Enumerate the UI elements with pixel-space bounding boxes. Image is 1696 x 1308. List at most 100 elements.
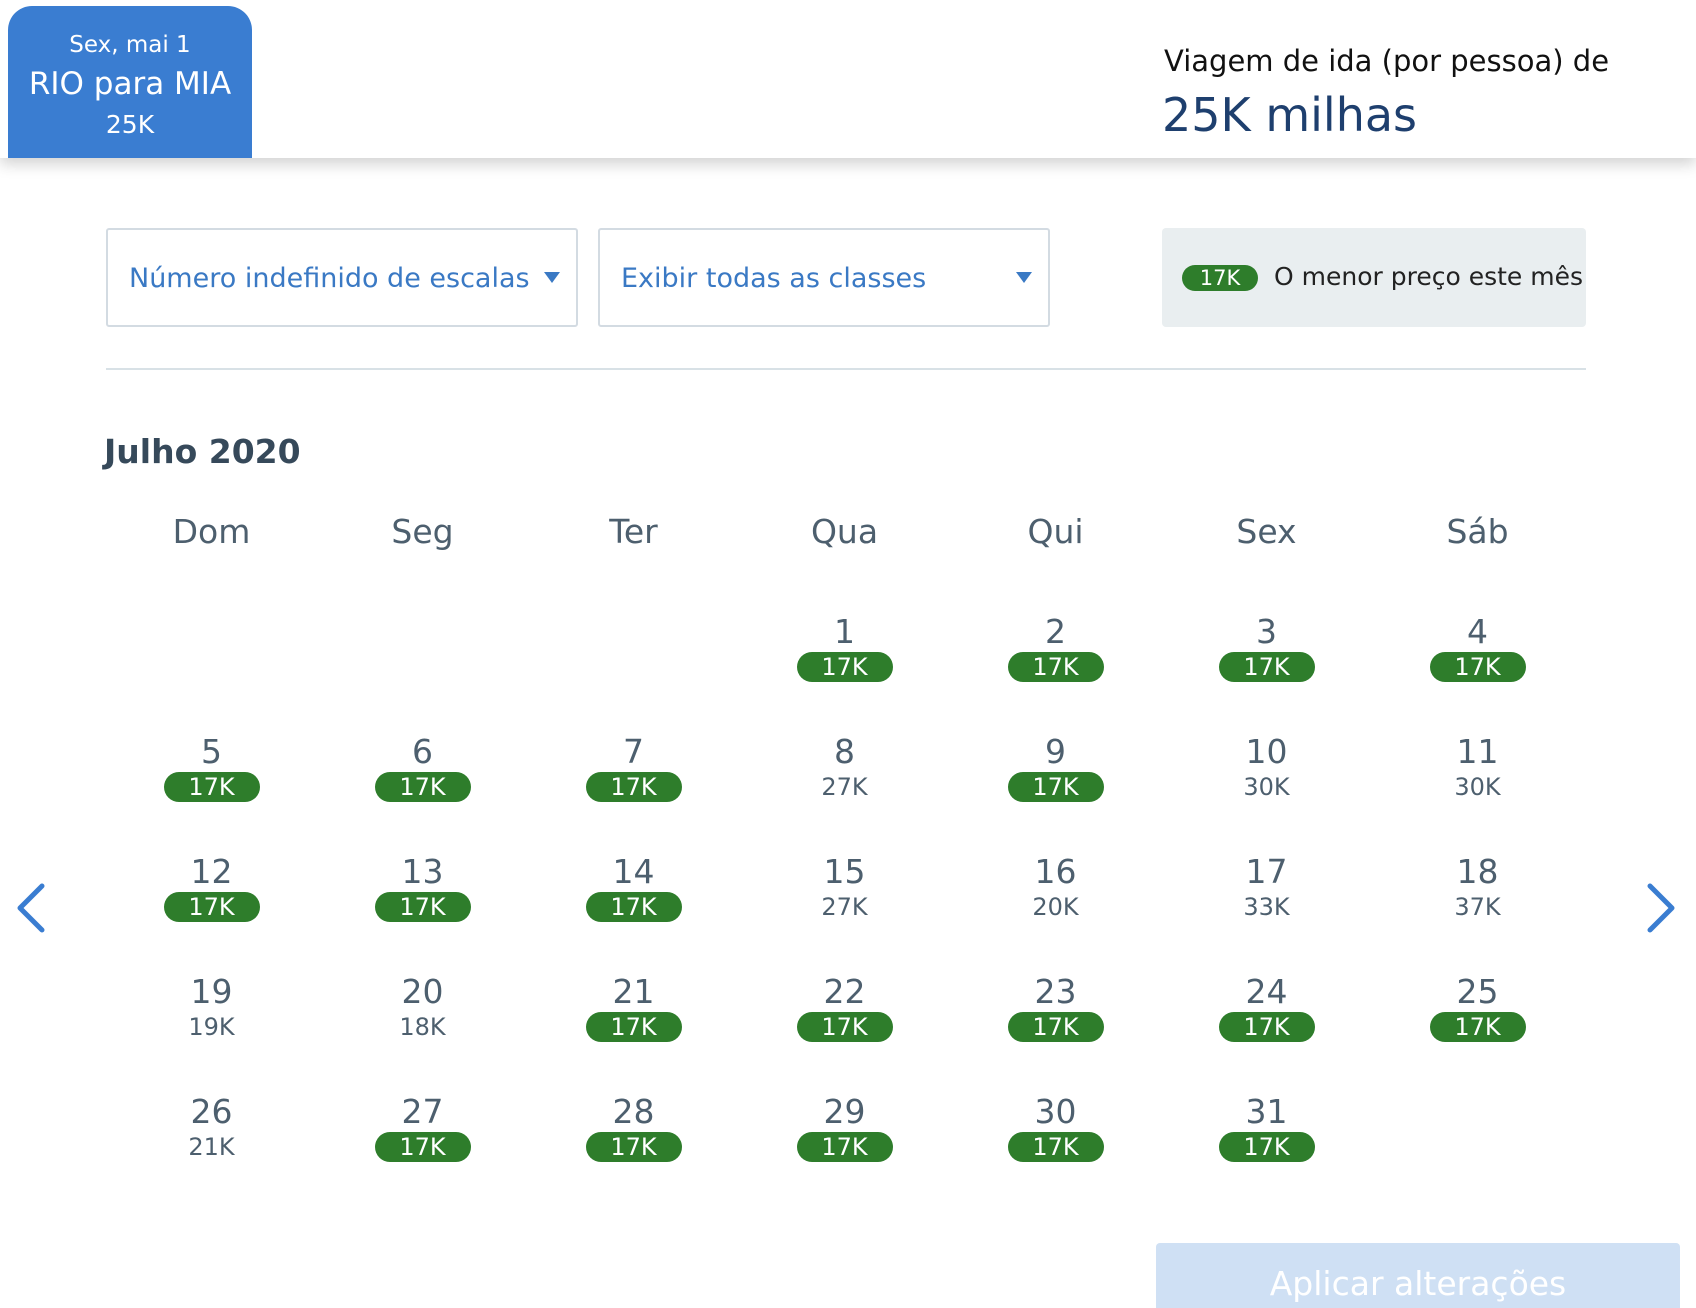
header: Sex, mai 1 RIO para MIA 25K Viagem de id… (0, 0, 1696, 158)
day-number: 18 (1456, 852, 1499, 891)
day-number: 16 (1034, 852, 1077, 891)
day-number: 1 (834, 612, 855, 651)
trip-price: 25K (105, 110, 155, 139)
calendar-day[interactable]: 8 27K (739, 732, 950, 832)
chevron-left-icon (17, 883, 45, 933)
day-number: 20 (401, 972, 444, 1011)
next-month-button[interactable] (1640, 880, 1680, 936)
calendar-day[interactable]: 31 17K (1161, 1092, 1372, 1192)
lowest-price-pill: 17K (1007, 1132, 1104, 1162)
weekday-header: Qui (1027, 512, 1084, 551)
calendar-day[interactable]: 23 17K (950, 972, 1161, 1072)
calendar-day[interactable]: 15 27K (739, 852, 950, 952)
legend-text: O menor preço este mês (1274, 262, 1583, 291)
chevron-down-icon (1016, 272, 1032, 283)
fare-value: 25K milhas (1162, 88, 1417, 142)
calendar-day[interactable]: 12 17K (106, 852, 317, 952)
day-number: 26 (190, 1092, 233, 1131)
stops-dropdown-value: Número indefinido de escalas (129, 263, 530, 294)
calendar-day[interactable]: 20 18K (317, 972, 528, 1072)
day-number: 21 (612, 972, 655, 1011)
calendar-day[interactable]: 1 17K (739, 612, 950, 712)
lowest-price-pill: 17K (1007, 772, 1104, 802)
calendar-day[interactable]: 7 17K (528, 732, 739, 832)
lowest-price-pill: 17K (1007, 652, 1104, 682)
calendar-day[interactable]: 17 33K (1161, 852, 1372, 952)
lowest-price-pill: 17K (1218, 1132, 1315, 1162)
day-number: 19 (190, 972, 233, 1011)
calendar-day[interactable]: 21 17K (528, 972, 739, 1072)
lowest-price-pill: 17K (163, 772, 260, 802)
calendar-day[interactable]: 29 17K (739, 1092, 950, 1192)
calendar-day[interactable]: 18 37K (1372, 852, 1583, 952)
lowest-price-pill: 17K (1218, 1012, 1315, 1042)
day-number: 23 (1034, 972, 1077, 1011)
lowest-price-pill: 17K (1429, 1012, 1526, 1042)
calendar-day[interactable]: 28 17K (528, 1092, 739, 1192)
day-number: 7 (623, 732, 644, 771)
calendar-day[interactable]: 19 19K (106, 972, 317, 1072)
day-price: 37K (1454, 893, 1501, 921)
calendar-day[interactable]: 14 17K (528, 852, 739, 952)
calendar-day[interactable]: 26 21K (106, 1092, 317, 1192)
prev-month-button[interactable] (12, 880, 52, 936)
calendar-day[interactable]: 6 17K (317, 732, 528, 832)
calendar-day[interactable]: 2 17K (950, 612, 1161, 712)
calendar-day[interactable]: 5 17K (106, 732, 317, 832)
day-price: 18K (399, 1013, 446, 1041)
day-number: 31 (1245, 1092, 1288, 1131)
day-number: 22 (823, 972, 866, 1011)
calendar-day[interactable]: 10 30K (1161, 732, 1372, 832)
lowest-price-pill: 17K (1007, 1012, 1104, 1042)
day-price: 30K (1454, 773, 1501, 801)
lowest-price-pill: 17K (796, 652, 893, 682)
day-number: 5 (201, 732, 222, 771)
day-price: 30K (1243, 773, 1290, 801)
lowest-price-pill: 17K (585, 892, 682, 922)
calendar-day[interactable]: 11 30K (1372, 732, 1583, 832)
day-price: 33K (1243, 893, 1290, 921)
day-number: 11 (1456, 732, 1499, 771)
day-price: 19K (188, 1013, 235, 1041)
calendar-day[interactable]: 16 20K (950, 852, 1161, 952)
calendar-day[interactable]: 24 17K (1161, 972, 1372, 1072)
lowest-price-pill: 17K (585, 1132, 682, 1162)
day-price: 21K (188, 1133, 235, 1161)
calendar-day[interactable]: 3 17K (1161, 612, 1372, 712)
day-number: 3 (1256, 612, 1277, 651)
day-number: 28 (612, 1092, 655, 1131)
chevron-down-icon (544, 272, 560, 283)
day-number: 30 (1034, 1092, 1077, 1131)
day-number: 12 (190, 852, 233, 891)
classes-dropdown[interactable]: Exibir todas as classes (598, 228, 1050, 327)
day-number: 13 (401, 852, 444, 891)
stops-dropdown[interactable]: Número indefinido de escalas (106, 228, 578, 327)
day-number: 6 (412, 732, 433, 771)
weekday-header: Sáb (1446, 512, 1509, 551)
calendar-day[interactable]: 13 17K (317, 852, 528, 952)
legend-pill: 17K (1182, 265, 1258, 291)
day-number: 14 (612, 852, 655, 891)
day-number: 29 (823, 1092, 866, 1131)
weekday-header: Qua (810, 512, 879, 551)
lowest-price-legend: 17K O menor preço este mês (1162, 228, 1586, 327)
weekday-header: Seg (391, 512, 454, 551)
calendar-day[interactable]: 22 17K (739, 972, 950, 1072)
calendar-day[interactable]: 4 17K (1372, 612, 1583, 712)
apply-changes-button[interactable]: Aplicar alterações (1156, 1243, 1680, 1308)
lowest-price-pill: 17K (1429, 652, 1526, 682)
day-number: 24 (1245, 972, 1288, 1011)
lowest-price-pill: 17K (796, 1132, 893, 1162)
day-number: 25 (1456, 972, 1499, 1011)
calendar-day[interactable]: 9 17K (950, 732, 1161, 832)
day-price: 27K (821, 893, 868, 921)
lowest-price-pill: 17K (374, 772, 471, 802)
month-title: Julho 2020 (104, 432, 301, 471)
lowest-price-pill: 17K (585, 1012, 682, 1042)
lowest-price-pill: 17K (1218, 652, 1315, 682)
calendar-day[interactable]: 30 17K (950, 1092, 1161, 1192)
trip-tab[interactable]: Sex, mai 1 RIO para MIA 25K (8, 6, 252, 158)
day-number: 17 (1245, 852, 1288, 891)
calendar-day[interactable]: 27 17K (317, 1092, 528, 1192)
calendar-day[interactable]: 25 17K (1372, 972, 1583, 1072)
